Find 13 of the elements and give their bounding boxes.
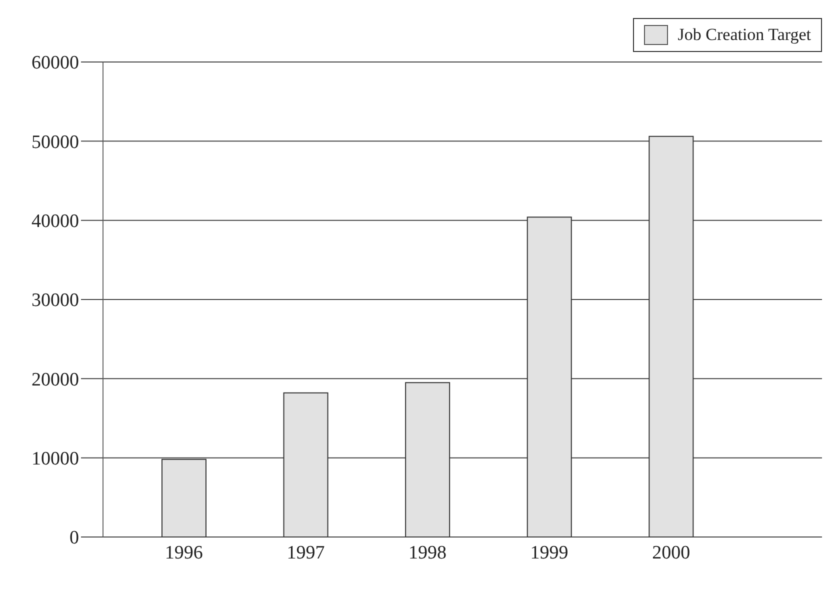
y-tick-label: 20000 <box>32 369 79 390</box>
legend-label: Job Creation Target <box>678 25 811 45</box>
x-tick-label: 1996 <box>164 542 203 564</box>
y-tick-label: 10000 <box>32 448 79 470</box>
x-tick-label: 1998 <box>408 542 446 564</box>
y-tick-label: 30000 <box>32 290 79 312</box>
x-tick-label: 1997 <box>286 542 325 564</box>
x-tick-label: 2000 <box>652 542 690 564</box>
y-tick-label: 60000 <box>32 52 79 74</box>
y-tick-label: 0 <box>70 528 79 549</box>
x-tick-label: 1999 <box>530 542 568 564</box>
y-tick-label: 40000 <box>32 211 79 232</box>
y-tick-label: 50000 <box>32 132 79 153</box>
